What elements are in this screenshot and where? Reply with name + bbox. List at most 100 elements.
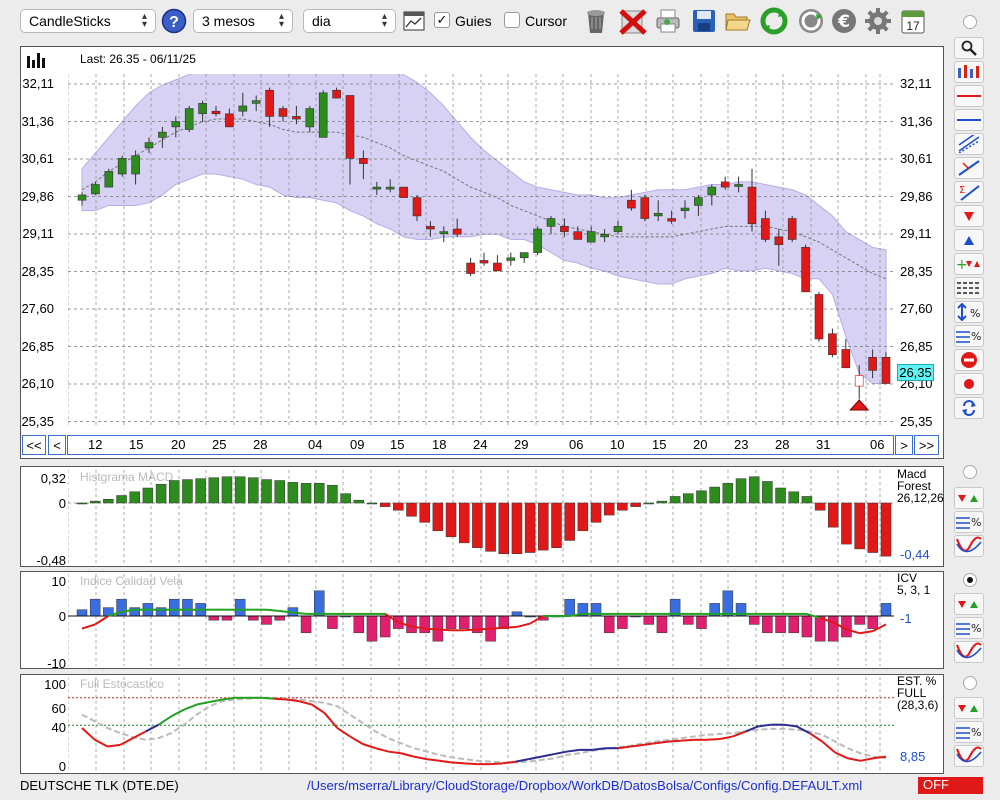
volume-bars-icon[interactable]	[27, 52, 45, 73]
arrow-down-red-icon[interactable]	[954, 205, 984, 227]
macd-bar	[564, 502, 575, 541]
curve-indicator-icon[interactable]	[954, 745, 984, 767]
stop-icon[interactable]	[954, 349, 984, 371]
signal-arrows-icon[interactable]	[954, 593, 984, 615]
price-candlestick-chart[interactable]	[68, 74, 894, 428]
percent-lines-icon[interactable]: %	[954, 325, 984, 347]
last-price-info: Last: 26.35 - 06/11/25	[80, 52, 196, 66]
arrow-up-blue-icon[interactable]	[954, 229, 984, 251]
nav-first-button[interactable]: <<	[22, 435, 46, 455]
chart-icon[interactable]	[398, 5, 430, 37]
record-icon[interactable]	[954, 373, 984, 395]
trend-line-icon[interactable]	[954, 157, 984, 179]
macd-bar	[630, 502, 641, 507]
price-y-tick-right: 29,11	[900, 226, 932, 241]
percent-lines-icon[interactable]: %	[954, 511, 984, 533]
stoch-k-segment	[260, 696, 274, 700]
refresh-icon[interactable]	[758, 5, 790, 37]
icv-bar	[208, 615, 220, 621]
stochastic-chart[interactable]	[68, 677, 894, 771]
panel-select-radio-stoch[interactable]	[963, 676, 977, 690]
candle	[439, 231, 449, 234]
euro-icon[interactable]: €	[828, 5, 860, 37]
x-axis-date-label: 15	[129, 437, 144, 452]
percent-range-icon[interactable]: %	[954, 301, 984, 323]
trash-icon[interactable]	[580, 5, 612, 37]
period-value: 3 mesos	[202, 13, 255, 29]
percent-lines-icon[interactable]: %	[954, 721, 984, 743]
price-y-tick-left: 27,60	[21, 301, 54, 316]
sync-icon[interactable]	[795, 5, 827, 37]
open-folder-icon[interactable]	[722, 5, 754, 37]
x-axis-date-label: 04	[308, 437, 323, 452]
candle	[653, 212, 663, 217]
gear-icon[interactable]	[862, 5, 894, 37]
stoch-k-segment	[860, 757, 874, 762]
macd-value: -0,44	[900, 547, 930, 562]
macd-bar	[432, 502, 444, 532]
macd-bar	[353, 499, 365, 504]
print-icon[interactable]	[652, 5, 684, 37]
icv-bar	[788, 615, 799, 634]
macd-y-bottom: -0,48	[36, 553, 66, 568]
panel-select-radio-macd[interactable]	[963, 465, 977, 479]
horizontal-line-red-icon[interactable]	[954, 85, 984, 107]
help-icon[interactable]: ?	[158, 5, 190, 37]
delete-icon[interactable]	[617, 5, 649, 37]
stoch-k-segment	[847, 757, 861, 762]
interval-select[interactable]: dia ▴ ▾	[303, 9, 396, 33]
svg-text:%: %	[971, 516, 981, 529]
candle	[720, 181, 730, 188]
percent-lines-icon[interactable]: %	[954, 617, 984, 639]
stoch-k-segment	[158, 715, 172, 726]
macd-bar	[366, 502, 378, 505]
candle	[828, 333, 837, 355]
horizontal-line-blue-icon[interactable]	[954, 109, 984, 131]
curve-indicator-icon[interactable]	[954, 641, 984, 663]
macd-histogram[interactable]	[68, 470, 894, 564]
stoch-k-segment	[873, 755, 887, 760]
signal-arrows-icon[interactable]	[954, 697, 984, 719]
icv-line-segment	[832, 621, 847, 631]
calendar-icon[interactable]: 17	[897, 5, 929, 37]
save-icon[interactable]	[688, 5, 720, 37]
nav-next-button[interactable]: >	[895, 435, 913, 455]
curve-indicator-icon[interactable]	[954, 535, 984, 557]
svg-text:%: %	[971, 726, 981, 739]
guides-label: Guies	[455, 13, 492, 29]
status-off-badge[interactable]: OFF	[918, 777, 983, 794]
macd-bar	[89, 500, 101, 504]
macd-bar	[617, 502, 628, 511]
guides-checkbox[interactable]: ✓	[434, 12, 450, 28]
macd-bar	[248, 477, 259, 504]
zoom-icon[interactable]	[954, 37, 984, 59]
icv-bar	[880, 603, 892, 617]
channel-icon[interactable]	[954, 133, 984, 155]
signal-arrows-icon[interactable]	[954, 487, 984, 509]
price-y-tick-right: 27,60	[900, 301, 933, 316]
add-signals-icon[interactable]: +	[954, 253, 984, 275]
price-y-tick-left: 25,35	[21, 413, 54, 429]
icv-bar	[300, 615, 312, 634]
config-path-link[interactable]: /Users/mserra/Library/CloudStorage/Dropb…	[307, 778, 863, 793]
refresh-small-icon[interactable]	[954, 397, 984, 419]
nav-prev-button[interactable]: <	[48, 435, 66, 455]
period-select[interactable]: 3 mesos ▴ ▾	[193, 9, 293, 33]
chart-style-icon[interactable]	[954, 61, 984, 83]
x-axis-date-label: 10	[610, 437, 625, 452]
cursor-label: Cursor	[525, 13, 568, 29]
macd-bar	[867, 502, 879, 553]
cursor-checkbox[interactable]	[504, 12, 520, 28]
macd-bar	[313, 483, 325, 504]
chart-type-select[interactable]: CandleSticks ▴ ▾	[20, 9, 156, 33]
sum-line-icon[interactable]: Σ	[954, 181, 984, 203]
stoch-k-segment	[834, 751, 849, 760]
x-axis-date-label: 15	[390, 437, 405, 452]
candle	[479, 260, 489, 264]
stoch-k-segment	[375, 747, 389, 753]
panel-select-radio-main[interactable]	[963, 15, 977, 29]
icv-chart[interactable]	[68, 574, 894, 666]
dashed-lines-icon[interactable]	[954, 277, 984, 299]
panel-select-radio-icv[interactable]	[963, 573, 977, 587]
nav-last-button[interactable]: >>	[914, 435, 939, 455]
